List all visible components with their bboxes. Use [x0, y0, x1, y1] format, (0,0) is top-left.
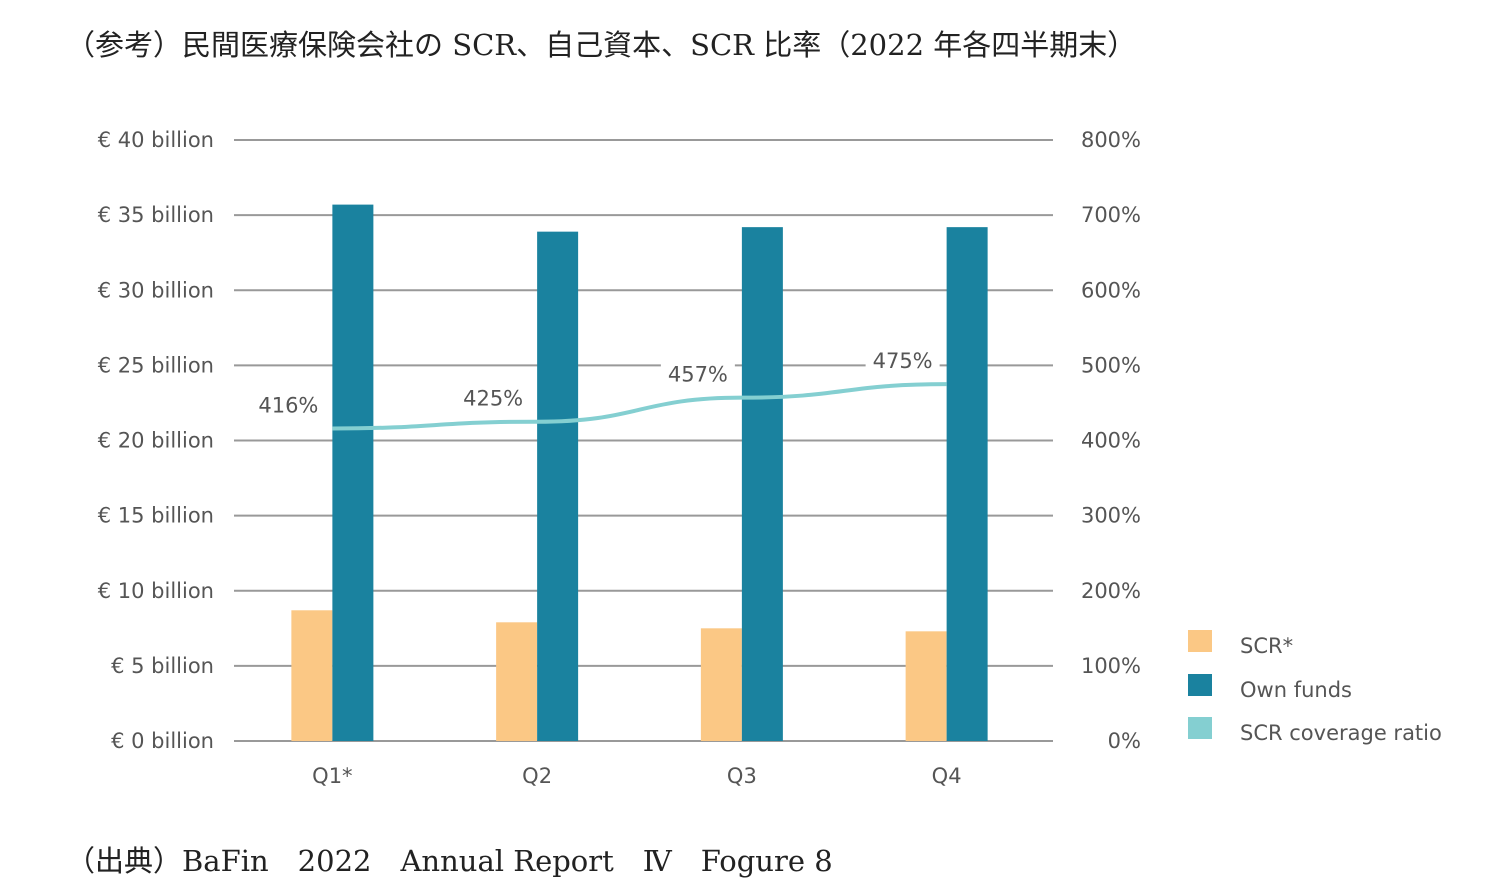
data-label-ratio: 475% [873, 349, 933, 373]
y-left-tick-label: € 30 billion [98, 278, 214, 302]
bar-own-funds [741, 227, 783, 741]
y-right-tick-label: 200% [1081, 579, 1141, 603]
page-title: （参考）民間医療保険会社の SCR、自己資本、SCR 比率（2022 年各四半期… [66, 28, 1137, 62]
y-left-tick-label: € 25 billion [98, 353, 214, 377]
bar-scr [291, 610, 333, 741]
x-tick-label: Q2 [522, 764, 552, 788]
bar-scr [496, 622, 538, 741]
y-left-tick-label: € 15 billion [98, 504, 214, 528]
data-label-bg [865, 348, 940, 375]
y-left-tick-label: € 40 billion [98, 128, 214, 152]
y-left-tick-label: € 5 billion [111, 654, 214, 678]
data-label-bg [660, 361, 735, 388]
data-label-ratio: 425% [463, 387, 523, 411]
legend-swatch [1188, 717, 1212, 739]
bar-scr [700, 628, 742, 741]
y-left-tick-label: € 35 billion [98, 203, 214, 227]
source-note: （出典）BaFin 2022 Annual Report Ⅳ Fogure 8 [66, 844, 833, 878]
y-right-tick-label: 300% [1081, 504, 1141, 528]
y-left-tick-label: € 0 billion [111, 729, 214, 753]
legend-label: SCR* [1240, 634, 1293, 658]
legend-label: Own funds [1240, 678, 1352, 702]
legend-swatch [1188, 630, 1212, 652]
y-right-tick-label: 0% [1108, 729, 1141, 753]
data-label-bg [456, 385, 531, 412]
x-tick-label: Q1* [312, 764, 352, 788]
bar-own-funds [537, 231, 579, 741]
data-label-ratio: 457% [668, 363, 728, 387]
y-right-tick-label: 700% [1081, 203, 1141, 227]
y-left-tick-label: € 10 billion [98, 579, 214, 603]
y-right-tick-label: 600% [1081, 278, 1141, 302]
data-label-bg [251, 392, 326, 419]
y-right-tick-label: 800% [1081, 128, 1141, 152]
y-right-tick-label: 500% [1081, 353, 1141, 377]
bar-own-funds [946, 227, 988, 741]
y-right-tick-label: 100% [1081, 654, 1141, 678]
y-left-tick-label: € 20 billion [98, 429, 214, 453]
x-tick-label: Q4 [932, 764, 962, 788]
bar-own-funds [332, 204, 374, 742]
legend-swatch [1188, 674, 1212, 696]
data-label-ratio: 416% [258, 393, 318, 417]
x-tick-label: Q3 [727, 764, 757, 788]
bar-scr [905, 631, 947, 741]
legend-label: SCR coverage ratio [1240, 721, 1442, 745]
line-scr-coverage-ratio [332, 382, 947, 431]
y-right-tick-label: 400% [1081, 429, 1141, 453]
